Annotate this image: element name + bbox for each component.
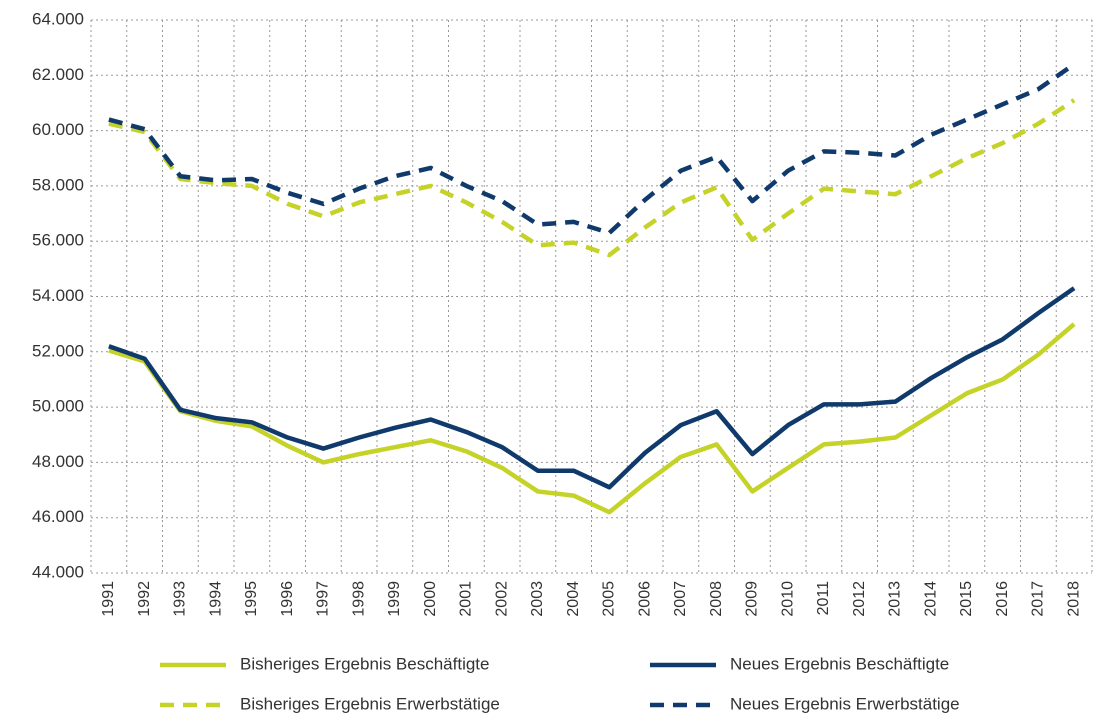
x-tick-label: 2012	[851, 581, 868, 617]
y-tick-label: 58.000	[32, 175, 84, 194]
x-tick-label: 2007	[672, 581, 689, 617]
legend-label: Bisheriges Ergebnis Beschäftigte	[240, 654, 489, 673]
x-tick-label: 1999	[386, 581, 403, 617]
x-tick-label: 2018	[1065, 581, 1082, 617]
x-tick-label: 1995	[243, 581, 260, 617]
x-tick-label: 2001	[458, 581, 475, 617]
x-tick-label: 2010	[779, 581, 796, 617]
y-tick-label: 48.000	[32, 452, 84, 471]
series-line	[108, 322, 1076, 515]
x-tick-label: 1998	[350, 581, 367, 617]
x-tick-label: 2003	[529, 581, 546, 617]
x-tick-label: 1991	[100, 581, 117, 617]
x-tick-label: 2000	[422, 581, 439, 617]
legend-label: Neues Ergebnis Beschäftigte	[730, 654, 949, 673]
x-tick-label: 1997	[315, 581, 332, 617]
x-tick-label: 2015	[958, 581, 975, 617]
series-line	[108, 62, 1076, 236]
x-tick-label: 2013	[887, 581, 904, 617]
x-tick-label: 2009	[744, 581, 761, 617]
x-tick-label: 1993	[172, 581, 189, 617]
series-line	[108, 286, 1076, 490]
x-tick-label: 2017	[1030, 581, 1047, 617]
y-tick-label: 56.000	[32, 231, 84, 250]
x-tick-label: 2011	[815, 581, 832, 616]
x-tick-label: 1994	[207, 581, 224, 617]
y-tick-label: 54.000	[32, 286, 84, 305]
y-tick-label: 52.000	[32, 341, 84, 360]
x-tick-label: 2002	[493, 581, 510, 617]
x-tick-label: 2014	[922, 581, 939, 617]
x-tick-label: 2005	[601, 581, 618, 617]
x-tick-label: 2008	[708, 581, 725, 617]
x-tick-label: 2016	[994, 581, 1011, 617]
y-tick-label: 44.000	[32, 562, 84, 581]
x-tick-label: 2004	[565, 581, 582, 617]
y-tick-label: 62.000	[32, 65, 84, 84]
y-tick-label: 46.000	[32, 507, 84, 526]
x-tick-label: 1996	[279, 581, 296, 617]
x-tick-label: 1992	[136, 581, 153, 617]
x-tick-label: 2006	[636, 581, 653, 617]
y-tick-label: 64.000	[32, 9, 84, 28]
y-tick-label: 60.000	[32, 120, 84, 139]
y-tick-label: 50.000	[32, 397, 84, 416]
legend-label: Neues Ergebnis Erwerbstätige	[730, 694, 960, 713]
series-line	[108, 98, 1076, 258]
legend-label: Bisheriges Ergebnis Erwerbstätige	[240, 694, 500, 713]
